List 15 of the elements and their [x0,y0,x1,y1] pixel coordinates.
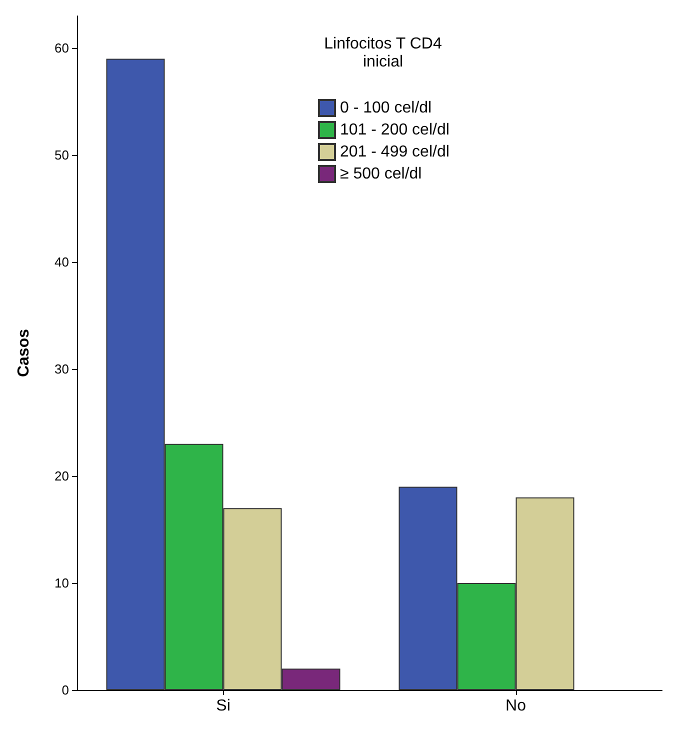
x-tick-label: Si [216,698,230,714]
legend-label: 0 - 100 cel/dl [340,100,432,116]
legend-label: ≥ 500 cel/dl [340,166,422,182]
legend-title: Linfocitos T CD4 inicial [324,36,442,70]
y-tick-label: 20 [54,468,69,484]
y-tick-label: 50 [54,148,69,163]
y-tick-label: 10 [54,576,69,591]
y-axis-title: Casos [16,328,32,378]
legend-label: 101 - 200 cel/dl [340,122,450,138]
legend-label: 201 - 499 cel/dl [340,144,450,160]
y-tick-label: 0 [62,682,69,698]
x-tick-label: No [506,698,526,714]
y-tick-label: 60 [54,40,69,56]
y-tick-label: 30 [54,362,69,377]
y-tick-label: 40 [54,254,69,270]
